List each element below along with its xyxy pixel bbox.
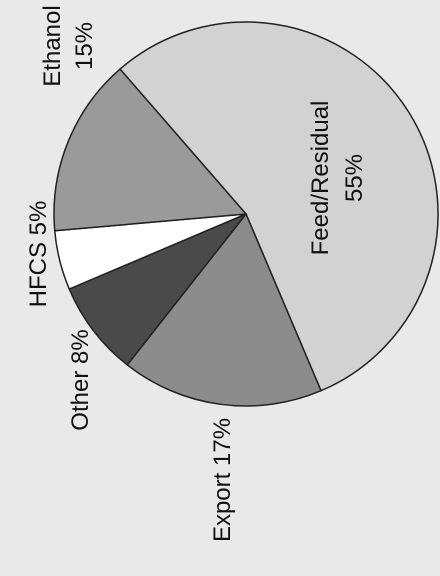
label-feed-residual-name: Feed/Residual <box>307 101 334 256</box>
label-export: Export 17% <box>209 418 236 542</box>
pie-slice-ethanol <box>53 68 248 232</box>
pie-slice-export <box>126 212 323 407</box>
pie-slice-other <box>68 213 247 366</box>
label-other: Other 8% <box>67 329 94 430</box>
label-hfcs: HFCS 5% <box>25 201 52 308</box>
label-ethanol-value: 15% <box>71 22 98 70</box>
label-ethanol-name: Ethanol <box>39 5 66 86</box>
label-feed-residual-value: 55% <box>341 154 368 202</box>
pie-slice-feed-residual <box>118 21 439 392</box>
